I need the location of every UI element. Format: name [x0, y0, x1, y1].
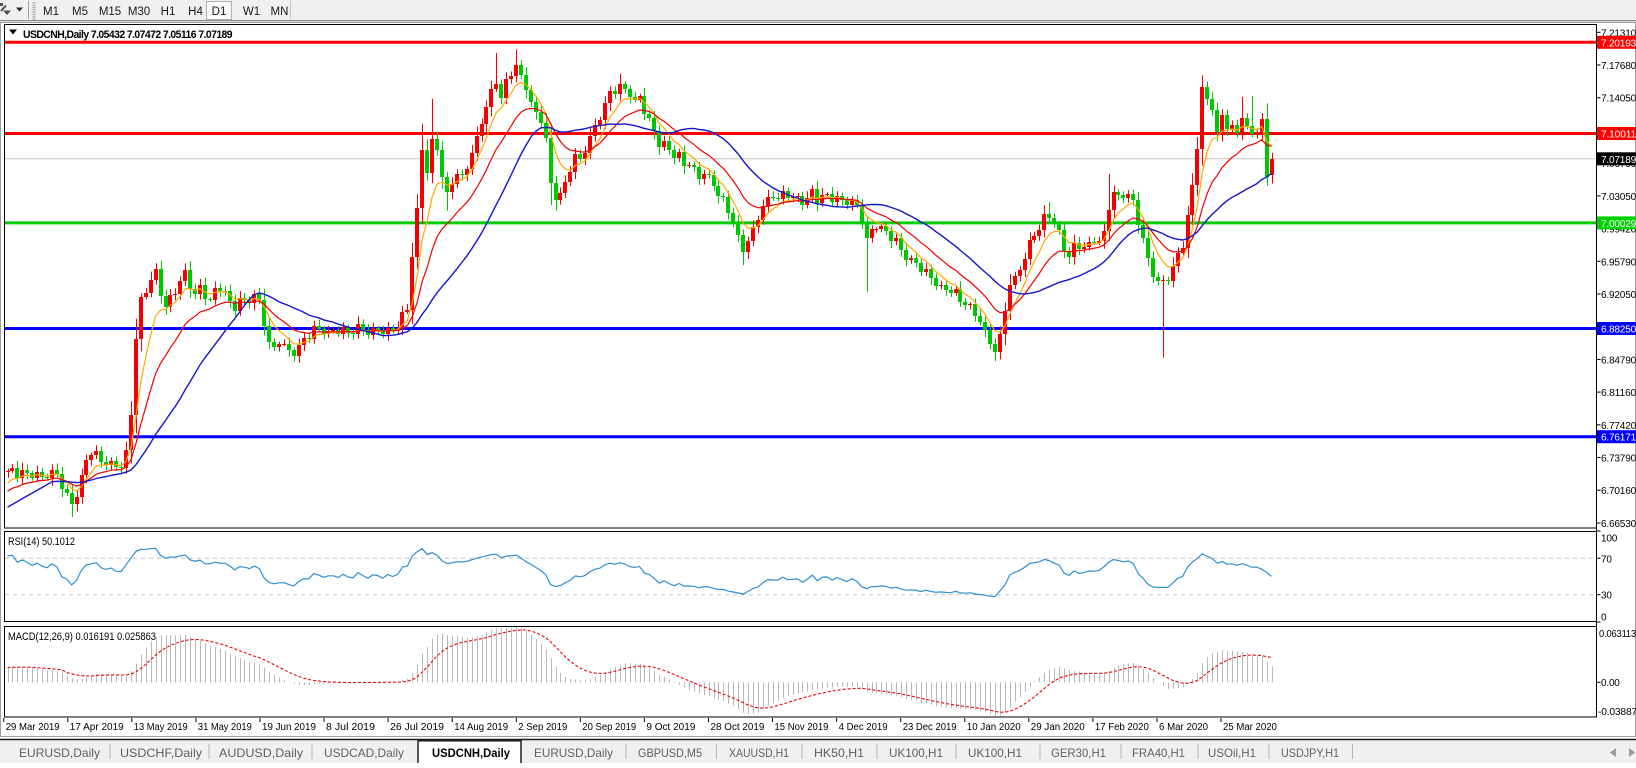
svg-text:7.14050: 7.14050 — [1601, 94, 1636, 105]
svg-text:13 May 2019: 13 May 2019 — [134, 722, 188, 733]
svg-text:6.99420: 6.99420 — [1601, 225, 1636, 236]
svg-text:HK50,H1: HK50,H1 — [814, 746, 864, 760]
svg-text:29 Jan 2020: 29 Jan 2020 — [1031, 722, 1085, 733]
svg-text:D1: D1 — [212, 6, 227, 18]
svg-text:USDJPY,H1: USDJPY,H1 — [1281, 746, 1339, 760]
svg-text:6 Mar 2020: 6 Mar 2020 — [1159, 722, 1208, 733]
svg-text:6.77420: 6.77420 — [1601, 421, 1636, 432]
svg-text:6.88250: 6.88250 — [1601, 325, 1636, 336]
svg-text:7.20193: 7.20193 — [1601, 38, 1636, 49]
svg-text:6.84790: 6.84790 — [1601, 355, 1636, 366]
svg-text:6.70160: 6.70160 — [1601, 486, 1636, 497]
svg-text:0: 0 — [1601, 613, 1607, 624]
svg-text:8 Jul 2019: 8 Jul 2019 — [326, 722, 375, 733]
svg-text:25 Mar 2020: 25 Mar 2020 — [1223, 722, 1277, 733]
svg-text:17 Feb 2020: 17 Feb 2020 — [1095, 722, 1149, 733]
svg-text:M15: M15 — [99, 6, 121, 18]
svg-text:20 Sep 2019: 20 Sep 2019 — [582, 722, 636, 733]
svg-text:MACD(12,26,9) 0.016191 0.02586: MACD(12,26,9) 0.016191 0.025863 — [8, 631, 156, 643]
svg-text:15 Nov 2019: 15 Nov 2019 — [775, 722, 829, 733]
svg-text:M30: M30 — [128, 6, 150, 18]
svg-text:7.10011: 7.10011 — [1601, 130, 1636, 141]
svg-text:GER30,H1: GER30,H1 — [1051, 746, 1106, 760]
svg-text:9 Oct 2019: 9 Oct 2019 — [646, 722, 695, 733]
svg-text:XAUUSD,H1: XAUUSD,H1 — [729, 746, 789, 760]
svg-text:7.03050: 7.03050 — [1601, 192, 1636, 203]
svg-text:6.73790: 6.73790 — [1601, 454, 1636, 465]
svg-text:6.66530: 6.66530 — [1601, 519, 1636, 530]
svg-text:6.92050: 6.92050 — [1601, 290, 1636, 301]
svg-text:0.00: 0.00 — [1601, 678, 1620, 689]
svg-text:MN: MN — [271, 6, 289, 18]
svg-text:26 Jul 2019: 26 Jul 2019 — [390, 722, 444, 733]
svg-text:USDCNH,Daily 7.05432 7.07472: USDCNH,Daily 7.05432 7.07472 7.05116 7.0… — [23, 29, 232, 41]
svg-text:W1: W1 — [243, 6, 260, 18]
svg-text:FRA40,H1: FRA40,H1 — [1132, 746, 1185, 760]
svg-text:M5: M5 — [72, 6, 88, 18]
svg-text:29 Mar 2019: 29 Mar 2019 — [6, 722, 60, 733]
svg-text:RSI(14) 50.1012: RSI(14) 50.1012 — [8, 536, 75, 548]
svg-text:6.95790: 6.95790 — [1601, 257, 1636, 268]
svg-text:70: 70 — [1601, 554, 1612, 565]
svg-text:EURUSD,Daily: EURUSD,Daily — [19, 746, 100, 760]
svg-text:100: 100 — [1601, 534, 1618, 545]
svg-text:23 Dec 2019: 23 Dec 2019 — [903, 722, 957, 733]
svg-text:7.00029: 7.00029 — [1601, 219, 1636, 230]
svg-text:USDCHF,Daily: USDCHF,Daily — [120, 746, 202, 760]
svg-text:USOil,H1: USOil,H1 — [1208, 746, 1256, 760]
svg-text:28 Oct 2019: 28 Oct 2019 — [711, 722, 765, 733]
svg-text:17 Apr 2019: 17 Apr 2019 — [70, 722, 124, 733]
svg-text:7.21310: 7.21310 — [1601, 28, 1636, 39]
svg-text:GBPUSD,M5: GBPUSD,M5 — [638, 746, 702, 760]
svg-text:H1: H1 — [161, 6, 176, 18]
svg-text:6.76171: 6.76171 — [1601, 433, 1636, 444]
svg-text:7.07189: 7.07189 — [1601, 155, 1636, 166]
svg-text:30: 30 — [1601, 591, 1612, 602]
svg-text:7.17680: 7.17680 — [1601, 61, 1636, 72]
svg-text:-0.03887: -0.03887 — [1598, 707, 1636, 718]
svg-text:UK100,H1: UK100,H1 — [889, 746, 943, 760]
svg-text:M1: M1 — [43, 6, 59, 18]
svg-text:USDCAD,Daily: USDCAD,Daily — [324, 746, 404, 760]
svg-text:AUDUSD,Daily: AUDUSD,Daily — [219, 746, 303, 760]
svg-text:14 Aug 2019: 14 Aug 2019 — [454, 722, 508, 733]
svg-text:0.063113: 0.063113 — [1599, 629, 1636, 640]
svg-text:2 Sep 2019: 2 Sep 2019 — [518, 722, 567, 733]
svg-text:4 Dec 2019: 4 Dec 2019 — [839, 722, 888, 733]
svg-text:H4: H4 — [188, 6, 203, 18]
svg-text:UK100,H1: UK100,H1 — [968, 746, 1022, 760]
svg-text:10 Jan 2020: 10 Jan 2020 — [967, 722, 1021, 733]
svg-text:19 Jun 2019: 19 Jun 2019 — [262, 722, 316, 733]
svg-text:31 May 2019: 31 May 2019 — [198, 722, 252, 733]
svg-text:USDCNH,Daily: USDCNH,Daily — [432, 746, 510, 760]
svg-text:EURUSD,Daily: EURUSD,Daily — [534, 746, 613, 760]
svg-text:6.81160: 6.81160 — [1601, 388, 1636, 399]
